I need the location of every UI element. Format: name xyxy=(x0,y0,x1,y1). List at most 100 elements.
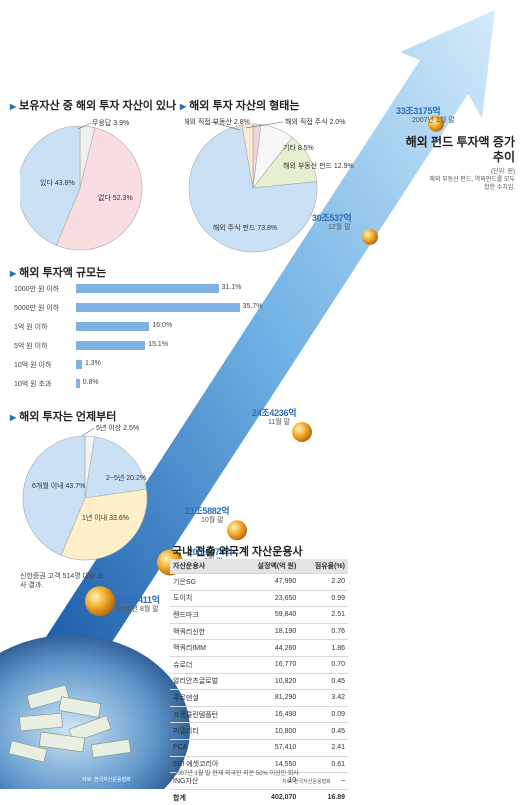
pie2-label-1: 기타 8.5% xyxy=(283,143,314,152)
bar-category: 10억 원 초과 xyxy=(14,381,52,388)
table-total-row: 합계 402,070 16.89 xyxy=(170,789,348,805)
table-cell: 기은SG xyxy=(170,573,240,591)
bar-value: 16.0% xyxy=(152,322,173,329)
data-point xyxy=(292,421,312,442)
bar xyxy=(76,322,150,331)
pie3-label-1: 2~5년 20.2% xyxy=(106,473,146,482)
point-amount-label: 19조5411억 xyxy=(116,595,160,606)
table-cell: 피델리티 xyxy=(170,722,240,740)
pie2-leader-0 xyxy=(244,121,284,129)
table-cell: 0.70 xyxy=(299,656,348,674)
growth-title: 해외 펀드 투자액 증가 추이 xyxy=(405,135,515,164)
survey-note: 신한증권 고객 514명 대상 조사 결과. xyxy=(20,573,104,589)
table-row: 알리안츠글로벌 10,820 0.45 xyxy=(170,673,348,691)
pie1-label-1: 없다 52.3% xyxy=(98,193,133,202)
table-cell: 맥쿼리신한 xyxy=(170,623,240,641)
bar-row: 5000만 원 이하 35.7% xyxy=(14,302,314,313)
table-cell: 18,190 xyxy=(239,623,300,641)
pie2-title: ▶ 해외 투자 자산의 형태는 xyxy=(180,100,300,112)
table-cell: 1.86 xyxy=(299,639,348,657)
table-row: SEI 에셋코리아 14,550 0.61 xyxy=(170,756,348,774)
table-total-cell: 402,070 xyxy=(271,794,297,802)
point-date-label: 10월 말 xyxy=(201,517,224,525)
pie1-title: ▶ 보유자산 중 해외 투자 자산이 있나 xyxy=(10,100,177,112)
pie2-chart: 해외 직접 주식 2.0% 기타 8.5% 해외 부동산 펀드 12.9% 해외 주식… xyxy=(185,117,354,253)
bar-value: 0.8% xyxy=(82,379,99,386)
bar-category: 1억 원 이하 xyxy=(14,324,48,331)
pie3-slice-2 xyxy=(60,488,148,561)
bar xyxy=(76,379,80,388)
pie2-label-4: 해외 직접 부동산 2.8% xyxy=(185,117,250,126)
pie1-label-2: 있다 43.8% xyxy=(40,178,75,187)
bar xyxy=(76,341,146,350)
data-point xyxy=(362,228,378,245)
point-amount-label: 33조3175억 xyxy=(396,105,441,116)
arrow-band xyxy=(44,10,495,676)
table-cell: PCA xyxy=(170,739,240,757)
point-amount-label: 21조5882억 xyxy=(185,506,230,517)
triangle-icon: ▶ xyxy=(10,102,17,111)
table-header-cell: 자산운용사 xyxy=(170,559,240,574)
table-row: 랜드마크 59,840 2.51 xyxy=(170,606,348,624)
pie2-slice-4 xyxy=(241,123,254,189)
table-header-cell: 점유율(%) xyxy=(299,559,348,574)
table-cell: 2.51 xyxy=(299,606,348,624)
bar-category: 5억 원 이하 xyxy=(14,343,48,350)
bar-value: 31.1% xyxy=(221,284,242,291)
table-cell: 0.76 xyxy=(299,623,348,641)
point-date-label: 12월 말 xyxy=(328,223,351,231)
table-cell: 0.99 xyxy=(299,590,348,608)
point-date-label: 11월 말 xyxy=(268,418,291,426)
pie2-label-3: 해외 주식 펀드 73.8% xyxy=(213,223,277,232)
table-cell: 2.41 xyxy=(299,739,348,757)
table-cell: 16,490 xyxy=(239,706,300,724)
bar-value: 15.1% xyxy=(148,341,169,348)
data-point xyxy=(428,115,444,132)
point-amount-label: 20조6574억 xyxy=(188,546,233,557)
pie1-slice-1 xyxy=(56,127,143,251)
table-cell: 10,800 xyxy=(239,722,300,740)
table-cell: 0.45 xyxy=(299,722,348,740)
pie3-leader-0 xyxy=(81,427,95,437)
triangle-icon: ▶ xyxy=(10,413,17,422)
point-date-label: 2007년 1월 말 xyxy=(412,116,455,124)
bar-row: 5억 원 이하 15.1% xyxy=(14,340,314,351)
table-cell: 슈로더 xyxy=(170,656,240,674)
table-row: 피델리티 10,800 0.45 xyxy=(170,722,348,740)
data-point xyxy=(85,586,115,617)
point-date-label: 2006년 8월 말 xyxy=(116,606,159,614)
table-total-cell: 합계 xyxy=(173,794,186,802)
bar-value: 1.3% xyxy=(84,360,101,367)
pie1-chart: 무응답 3.9% 없다 52.3% 있다 43.8% xyxy=(20,118,143,251)
table-note: 2007년 1월 말 현재 외국인 지분 50% 이상인 회사. xyxy=(174,771,301,777)
bar-category: 1000만 원 이하 xyxy=(14,286,60,293)
table-row: 프랭클린템플턴 16,490 0.09 xyxy=(170,706,348,724)
table-row: PCA 57,410 2.41 xyxy=(170,739,348,757)
bar-value: 35.7% xyxy=(242,303,263,310)
triangle-icon: ▶ xyxy=(180,102,187,111)
table-total-cell: 16.89 xyxy=(327,794,345,802)
bar xyxy=(76,303,240,312)
bar xyxy=(76,360,82,369)
growth-note: 해외 부동산 펀드, 역외펀드를 모두 합한 수치임. xyxy=(429,177,515,191)
bar-category: 10억 원 이하 xyxy=(14,362,52,369)
table-row: 기은SG 47,990 2.20 xyxy=(170,573,348,591)
pie3-chart: 5년 이상 2.5% 2~5년 20.2% 1년 이내 33.6% 6개월 이내 43… xyxy=(22,423,148,561)
table-cell: 10,820 xyxy=(239,673,300,691)
table-source: 자료: 한국자산운용협회 xyxy=(282,779,331,785)
table-title: 국내 진출 외국계 자산운용사 xyxy=(172,546,303,558)
table-cell: 프랭클린템플턴 xyxy=(170,706,240,724)
table-cell: 3.42 xyxy=(299,689,348,707)
table-row: 맥쿼리IMM 44,260 1.86 xyxy=(170,639,348,657)
pie2-leader-4 xyxy=(210,121,241,131)
table-cell: 16,770 xyxy=(239,656,300,674)
pie3-title: ▶ 해외 투자는 언제부터 xyxy=(10,411,117,423)
table-cell: 59,840 xyxy=(239,606,300,624)
table-cell: 도이치 xyxy=(170,590,240,608)
pie3-label-3: 6개월 이내 43.7% xyxy=(32,481,85,490)
table-cell: 14,550 xyxy=(239,756,300,774)
table-row: 슈로더 16,770 0.70 xyxy=(170,656,348,674)
pie1-slice-2 xyxy=(20,125,81,246)
fund-table: 자산운용사 설정액(억 원) 점유율(%) 기은SG 47,990 2.20 도이치 23,6… xyxy=(170,559,348,805)
table-cell: 랜드마크 xyxy=(170,606,240,624)
